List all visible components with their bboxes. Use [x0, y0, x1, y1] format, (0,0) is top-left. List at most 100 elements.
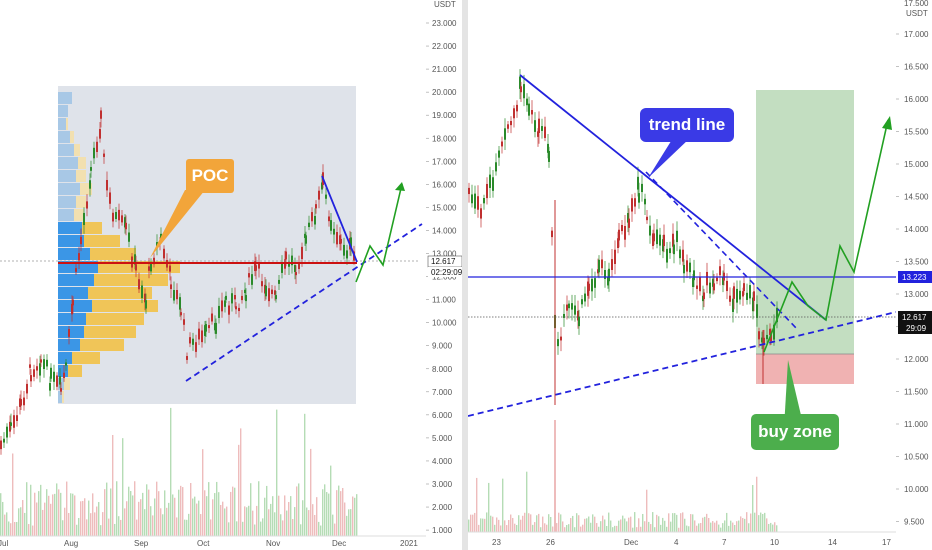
time-tick-label: 23: [492, 538, 501, 547]
volume-bar: [766, 518, 768, 532]
price-tick-label: 10.000: [432, 319, 457, 328]
panel-divider[interactable]: [462, 0, 468, 550]
candle-body: [314, 215, 316, 225]
volume-bar: [346, 515, 348, 536]
resistance-trendline[interactable]: [321, 175, 358, 263]
candle-body: [753, 291, 755, 301]
candle-body: [0, 440, 2, 450]
currency-label: USDT: [906, 9, 928, 18]
projection-path[interactable]: [763, 119, 889, 353]
candle-body: [761, 337, 763, 343]
candle-body: [523, 84, 525, 99]
price-tick-label: 19.000: [432, 111, 457, 120]
volume-profile-bar: [84, 235, 120, 247]
volume-bar: [576, 513, 578, 532]
candle-body: [617, 238, 619, 248]
volume-bar: [272, 496, 274, 536]
volume-bar: [312, 504, 314, 536]
candle-body: [284, 259, 286, 269]
candle-body: [112, 212, 114, 222]
candle-body: [598, 259, 600, 273]
price-tick-label: 10.500: [904, 453, 929, 462]
candle-body: [520, 86, 522, 93]
volume-profile-bar: [58, 183, 80, 195]
volume-bar: [356, 494, 358, 536]
support-trendline[interactable]: [468, 311, 897, 417]
volume-profile-bar: [58, 131, 70, 143]
candle-body: [498, 150, 500, 158]
volume-bar: [474, 512, 476, 532]
volume-bar: [606, 526, 608, 532]
price-tick-label: 9.500: [904, 518, 925, 527]
volume-bar: [354, 497, 356, 536]
volume-bar: [270, 503, 272, 536]
trend-line-callout[interactable]: trend line: [640, 108, 734, 142]
volume-bar: [200, 514, 202, 536]
volume-bar: [8, 521, 10, 536]
candle-body: [189, 337, 191, 344]
candle-body: [176, 289, 178, 300]
volume-bar: [300, 524, 302, 536]
left-chart[interactable]: 23.000 22.000 21.000 20.000 19.000 18.000 17.0…: [0, 0, 462, 550]
candle-body: [29, 364, 31, 368]
candle-body: [618, 229, 620, 241]
candle-body: [238, 307, 240, 312]
main-trendline[interactable]: [519, 74, 827, 321]
candle-body: [588, 283, 590, 291]
volume-bar: [640, 526, 642, 532]
volume-bar: [318, 521, 320, 536]
loss-zone[interactable]: [756, 354, 854, 384]
support-trendline[interactable]: [185, 223, 423, 382]
candle-body: [474, 193, 476, 209]
candle-body: [78, 253, 80, 261]
volume-bar: [536, 515, 538, 532]
poc-callout[interactable]: POC: [186, 159, 234, 193]
volume-bar: [86, 519, 88, 536]
candle-body: [235, 306, 237, 310]
right-chart[interactable]: 17.000 16.500 16.000 15.500 15.000 14.500 14.0…: [468, 0, 932, 550]
volume-bar: [184, 519, 186, 536]
volume-bar: [250, 483, 252, 536]
candle-body: [693, 270, 695, 281]
candle-body: [746, 292, 748, 300]
volume-bar: [46, 489, 48, 536]
candle-body: [624, 226, 626, 240]
price-tick-label: 1.000: [432, 526, 453, 535]
volume-bar: [484, 518, 486, 532]
candle-body: [495, 162, 497, 172]
candle-body: [733, 286, 735, 299]
volume-bar: [506, 525, 508, 532]
candle-body: [663, 234, 665, 247]
volume-bar: [204, 490, 206, 536]
volume-bar: [744, 518, 746, 532]
volume-bar: [294, 507, 296, 536]
candle-body: [294, 264, 296, 272]
volume-bar: [544, 523, 546, 532]
profit-zone[interactable]: [756, 90, 854, 354]
volume-bar: [756, 476, 758, 532]
candle-body: [538, 118, 540, 133]
volume-bar: [32, 525, 34, 536]
volume-bar: [264, 497, 266, 536]
projection-path[interactable]: [355, 183, 403, 283]
volume-bar: [552, 526, 554, 532]
volume-bar: [494, 524, 496, 532]
volume-bar: [144, 509, 146, 536]
candle-body: [160, 233, 162, 240]
candle-body: [519, 76, 521, 89]
candle-body: [75, 268, 77, 272]
right-chart-panel[interactable]: 17.000 16.500 16.000 15.500 15.000 14.500 14.0…: [468, 0, 932, 550]
volume-bar: [514, 523, 516, 532]
buy-zone-callout[interactable]: buy zone: [751, 414, 839, 450]
left-chart-panel[interactable]: 23.000 22.000 21.000 20.000 19.000 18.000 17.0…: [0, 0, 462, 550]
volume-bar: [308, 510, 310, 536]
volume-bar: [232, 486, 234, 536]
volume-profile-bar: [72, 352, 100, 364]
candle-body: [766, 334, 768, 340]
volume-bar: [496, 517, 498, 532]
volume-bar: [588, 516, 590, 532]
secondary-trendline[interactable]: [645, 171, 799, 331]
candle-body: [65, 362, 67, 366]
candle-body: [192, 338, 194, 345]
volume-bar: [252, 510, 254, 536]
